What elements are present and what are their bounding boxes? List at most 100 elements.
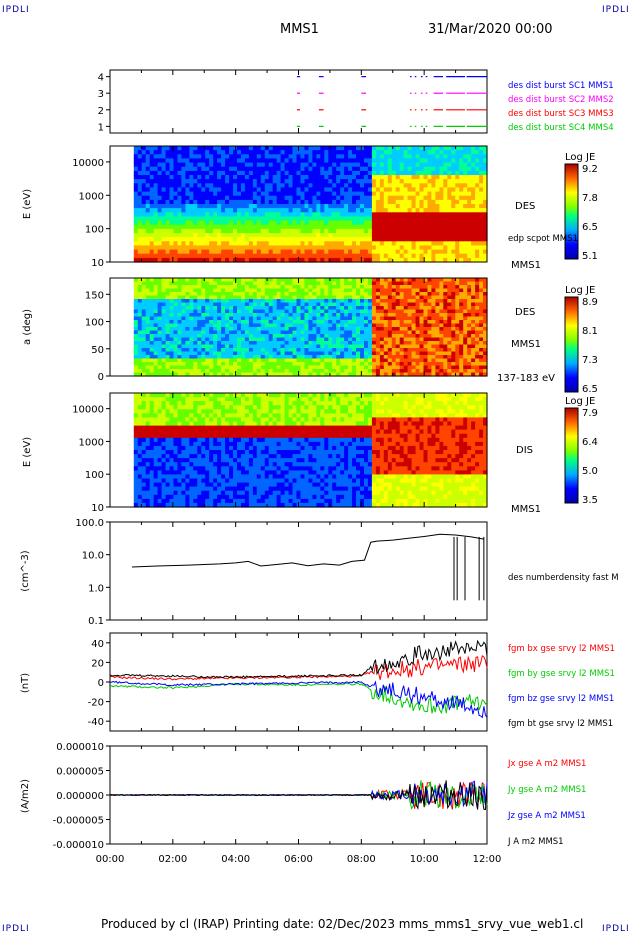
spectrogram-cell	[133, 362, 139, 367]
spectrogram-cell	[292, 362, 298, 367]
spectrogram-cell	[205, 220, 210, 226]
spectrogram-cell	[221, 348, 226, 353]
spectrogram-cell	[221, 295, 226, 300]
spectrogram-cell	[427, 150, 433, 155]
spectrogram-cell	[419, 245, 425, 251]
spectrogram-cell	[213, 146, 218, 151]
spectrogram-cell	[379, 249, 385, 255]
spectrogram-cell	[169, 253, 175, 259]
spectrogram-cell	[153, 245, 159, 251]
spectrogram-cell	[233, 351, 238, 356]
spectrogram-cell	[471, 158, 476, 164]
spectrogram-cell	[185, 292, 190, 297]
spectrogram-cell	[256, 278, 262, 283]
spectrogram-cell	[411, 220, 417, 226]
spectrogram-cell	[387, 237, 393, 242]
spectrogram-cell	[284, 253, 290, 259]
spectrogram-cell	[244, 199, 250, 205]
spectrogram-cell	[185, 175, 190, 180]
spectrogram-cell	[133, 344, 139, 349]
des-energy-colorbar-tick: 5.1	[582, 251, 598, 262]
spectrogram-cell	[336, 369, 341, 374]
spectrogram-cell	[455, 175, 460, 180]
spectrogram-cell	[423, 362, 429, 367]
spectrogram-cell	[439, 369, 444, 374]
spectrogram-cell	[383, 320, 389, 325]
spectrogram-cell	[328, 362, 333, 367]
spectrogram-cell	[189, 313, 194, 318]
spectrogram-cell	[169, 306, 175, 311]
spectrogram-cell	[328, 365, 333, 370]
spectrogram-cell	[141, 154, 147, 159]
spectrogram-cell	[133, 341, 139, 346]
spectrogram-cell	[197, 292, 202, 297]
spectrogram-cell	[237, 224, 242, 230]
spectrogram-cell	[459, 302, 464, 307]
spectrogram-cell	[248, 212, 254, 217]
spectrogram-cell	[395, 204, 401, 209]
spectrogram-cell	[463, 348, 468, 353]
spectrogram-cell	[316, 334, 321, 339]
spectrogram-cell	[201, 302, 206, 307]
spectrogram-cell	[157, 372, 163, 377]
spectrogram-cell	[209, 237, 214, 242]
spectrogram-cell	[411, 295, 417, 300]
spectrogram-cell	[213, 337, 218, 342]
spectrogram-cell	[348, 292, 353, 297]
spectrogram-cell	[387, 191, 393, 197]
spectrogram-cell	[356, 281, 361, 286]
spectrogram-cell	[149, 216, 155, 222]
spectrogram-cell	[324, 241, 329, 246]
spectrogram-cell	[399, 313, 405, 318]
spectrogram-cell	[185, 302, 190, 307]
spectrogram-cell	[233, 362, 238, 367]
spectrogram-cell	[340, 170, 345, 176]
spectrogram-cell	[439, 146, 444, 151]
spectrogram-cell	[141, 295, 147, 300]
spectrogram-cell	[320, 355, 325, 360]
spectrogram-cell	[241, 253, 246, 259]
spectrogram-cell	[399, 154, 405, 159]
spectrogram-cell	[383, 285, 389, 290]
spectrogram-cell	[435, 288, 440, 293]
spectrogram-cell	[145, 241, 151, 246]
spectrogram-cell	[435, 365, 440, 370]
spectrogram-cell	[304, 150, 310, 155]
spectrogram-cell	[447, 233, 452, 238]
spectrogram-cell	[427, 158, 433, 164]
spectrogram-cell	[419, 348, 425, 353]
spectrogram-cell	[320, 281, 325, 286]
spectrogram-cell	[383, 348, 389, 353]
spectrogram-cell	[383, 249, 389, 255]
spectrogram-cell	[268, 187, 274, 193]
spectrogram-cell	[213, 306, 218, 311]
spectrogram-cell	[137, 372, 143, 377]
spectrogram-cell	[181, 313, 186, 318]
spectrogram-cell	[133, 285, 139, 290]
spectrogram-cell	[292, 281, 298, 286]
spectrogram-cell	[435, 241, 440, 246]
spectrogram-cell	[296, 348, 302, 353]
spectrogram-cell	[181, 337, 186, 342]
spectrogram-cell	[161, 348, 167, 353]
spectrogram-cell	[467, 313, 472, 318]
spectrogram-cell	[256, 348, 262, 353]
spectrogram-cell	[268, 369, 274, 374]
spectrogram-cell	[340, 344, 345, 349]
spectrogram-cell	[304, 320, 310, 325]
spectrogram-cell	[213, 170, 218, 176]
spectrogram-cell	[300, 249, 306, 255]
spectrogram-cell	[383, 281, 389, 286]
spectrogram-cell	[316, 249, 321, 255]
spectrogram-cell	[391, 365, 397, 370]
spectrogram-cell	[181, 316, 186, 321]
spectrogram-cell	[379, 187, 385, 193]
spectrogram-cell	[181, 369, 186, 374]
spectrogram-cell	[248, 166, 254, 172]
spectrogram-cell	[284, 337, 290, 342]
spectrogram-cell	[328, 228, 333, 234]
spectrogram-cell	[371, 348, 377, 353]
spectrogram-cell	[197, 245, 202, 251]
spectrogram-cell	[332, 365, 337, 370]
spectrogram-cell	[352, 241, 357, 246]
